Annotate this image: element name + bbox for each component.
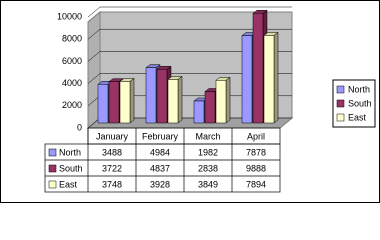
bar-side [129, 77, 135, 124]
bar [119, 77, 135, 124]
bar-front [108, 81, 120, 124]
y-tick-label: 2000 [62, 100, 82, 110]
bar-front [167, 79, 179, 124]
grid-line [87, 29, 101, 40]
table-value: 3849 [198, 179, 218, 189]
bar [167, 75, 183, 124]
table-value: 3488 [102, 147, 122, 157]
x-tick-label: February [142, 131, 179, 141]
bar-side [273, 31, 279, 124]
legend-label: South [348, 98, 372, 108]
grid-line [87, 6, 101, 18]
table-key [48, 164, 57, 173]
legend-key [336, 99, 345, 108]
x-tick-label: January [96, 131, 129, 141]
grid-line [87, 51, 101, 62]
y-tick-label: 10000 [57, 11, 82, 21]
bar-front [156, 69, 168, 124]
bar-side [177, 75, 183, 124]
bar-front [204, 91, 216, 124]
table-value: 7878 [246, 147, 266, 157]
bar-front [145, 67, 157, 124]
table-value: 2838 [198, 163, 218, 173]
bar-front [215, 80, 227, 124]
x-tick-label: April [247, 131, 265, 141]
x-tick-label: March [195, 131, 220, 141]
table-value: 7894 [246, 179, 266, 189]
table-value: 4984 [150, 147, 170, 157]
table-value: 1982 [198, 147, 218, 157]
table-value: 3722 [102, 163, 122, 173]
table-value: 4837 [150, 163, 170, 173]
table-series-name: East [59, 179, 78, 189]
bar-front [252, 12, 264, 124]
bar-side [225, 76, 231, 124]
y-tick-label: 0 [77, 122, 82, 132]
legend-key [336, 113, 345, 122]
legend-label: North [348, 84, 370, 94]
bar-front [193, 100, 205, 124]
y-tick-label: 4000 [62, 78, 82, 88]
bar-front [241, 35, 253, 124]
chart: 0 2000 4000 6000 8000 10000 January February Mar… [0, 0, 380, 203]
table-value: 9888 [246, 163, 266, 173]
table-key [48, 180, 57, 189]
table-value: 3748 [102, 179, 122, 189]
bar-front [263, 35, 275, 124]
table-value: 3928 [150, 179, 170, 189]
bar [263, 31, 279, 124]
grid-line [87, 73, 101, 84]
table-series-name: North [59, 147, 81, 157]
bar-front [97, 84, 109, 124]
y-tick-label: 6000 [62, 56, 82, 66]
y-tick-label: 8000 [62, 34, 82, 44]
table-series-name: South [59, 163, 83, 173]
legend-label: East [348, 112, 367, 122]
bar-front [119, 81, 131, 124]
data-table [44, 143, 281, 193]
bar [215, 76, 231, 124]
table-key [48, 148, 57, 157]
legend-key [336, 85, 345, 94]
